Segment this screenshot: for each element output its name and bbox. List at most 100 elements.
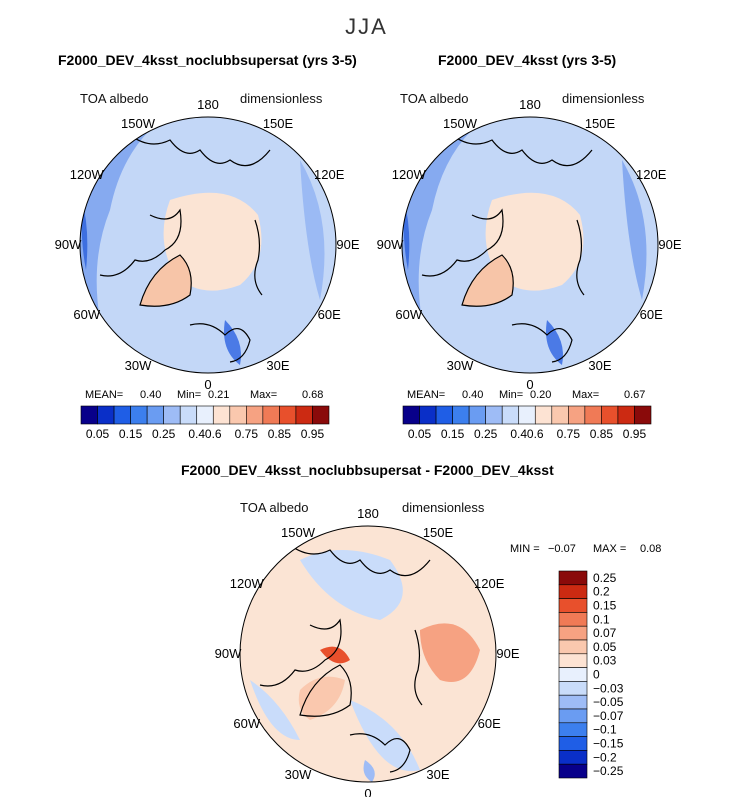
panel2-greenland xyxy=(462,255,514,307)
colorbar-swatch-14 xyxy=(312,405,330,425)
longitude-label-11: 150E xyxy=(585,116,616,131)
panel1-colorbar: 0.05 0.15 0.25 0.4 0.6 0.75 0.85 0.95 xyxy=(80,405,330,441)
panel3-negative-region-north xyxy=(300,550,403,620)
panel1-title: F2000_DEV_4ksst_noclubbsupersat (yrs 3-5… xyxy=(58,52,357,68)
panel3-negative-patch-south xyxy=(363,760,375,782)
panel3-min-value: −0.07 xyxy=(548,543,576,555)
panel1-max-label: Max= xyxy=(250,389,278,401)
colorbar-label-7: 0.95 xyxy=(301,427,325,441)
panel1-coastlines xyxy=(99,134,271,363)
colorbar-label-0: 0.25 xyxy=(593,571,617,585)
colorbar-swatch-9 xyxy=(558,694,588,710)
colorbar-swatch-3 xyxy=(452,405,470,425)
panel2-longitude-labels: 180 150W 120W 90W 60W 30W 0 30E 60E 90E 120E 150E xyxy=(377,97,682,392)
longitude-label-10: 120E xyxy=(636,167,667,182)
colorbar-swatch-1 xyxy=(558,584,588,599)
longitude-label-3: 90W xyxy=(377,237,404,252)
colorbar-swatch-11 xyxy=(558,722,588,737)
panel3-negative-region-south xyxy=(350,700,420,772)
colorbar-swatch-7 xyxy=(196,405,214,425)
longitude-label-4: 60W xyxy=(233,716,260,731)
colorbar-swatch-9 xyxy=(229,405,247,425)
panel2-units: dimensionless xyxy=(562,91,645,106)
colorbar-swatch-13 xyxy=(558,750,588,765)
colorbar-swatch-12 xyxy=(279,405,297,425)
colorbar-label-6: 0.03 xyxy=(593,654,617,668)
colorbar-label-8: −0.03 xyxy=(593,681,624,695)
colorbar-swatch-12 xyxy=(558,736,588,751)
longitude-label-1: 150W xyxy=(281,525,316,540)
panel1-max-value: 0.68 xyxy=(302,389,324,401)
colorbar-label-2: 0.25 xyxy=(474,427,498,441)
panel3-negative-region-west xyxy=(250,680,300,740)
colorbar-swatch-6 xyxy=(179,405,198,425)
colorbar-swatch-14 xyxy=(558,763,588,779)
longitude-label-7: 30E xyxy=(426,767,449,782)
colorbar-label-6: 0.85 xyxy=(268,427,292,441)
panel3-colorbar: 0.250.20.150.10.070.050.030−0.03−0.05−0.… xyxy=(558,570,624,779)
colorbar-swatch-6 xyxy=(501,405,520,425)
colorbar-swatch-8 xyxy=(558,681,588,696)
colorbar-swatch-7 xyxy=(518,405,536,425)
panel2-max-value: 0.67 xyxy=(624,389,646,401)
colorbar-label-7: 0 xyxy=(593,668,600,682)
panel2-min-label: Min= xyxy=(499,389,524,401)
longitude-label-2: 120W xyxy=(392,167,427,182)
longitude-label-5: 30W xyxy=(285,767,312,782)
colorbar-swatch-3 xyxy=(130,405,148,425)
colorbar-label-0: 0.05 xyxy=(408,427,432,441)
colorbar-label-5: 0.75 xyxy=(235,427,259,441)
colorbar-label-10: −0.07 xyxy=(593,709,624,723)
colorbar-swatch-4 xyxy=(558,625,588,641)
colorbar-swatch-12 xyxy=(601,405,619,425)
panel3-background xyxy=(240,526,496,782)
figure-title: JJA xyxy=(345,14,388,39)
colorbar-label-13: −0.2 xyxy=(593,750,617,764)
longitude-label-3: 90W xyxy=(215,646,242,661)
colorbar-swatch-1 xyxy=(419,405,437,425)
panel1-variable: TOA albedo xyxy=(80,91,149,106)
longitude-label-0: 180 xyxy=(357,506,379,521)
colorbar-label-4: 0.07 xyxy=(593,626,617,640)
longitude-label-3: 90W xyxy=(55,237,82,252)
panel3-title: F2000_DEV_4ksst_noclubbsupersat - F2000_… xyxy=(181,462,554,478)
colorbar-swatch-11 xyxy=(262,405,280,425)
colorbar-label-2: 0.25 xyxy=(152,427,176,441)
longitude-label-9: 90E xyxy=(658,237,681,252)
colorbar-swatch-7 xyxy=(558,667,588,682)
longitude-label-6: 0 xyxy=(204,377,211,392)
longitude-label-11: 150E xyxy=(263,116,294,131)
colorbar-label-5: 0.75 xyxy=(557,427,581,441)
colorbar-swatch-8 xyxy=(534,405,553,425)
colorbar-swatch-5 xyxy=(485,405,503,425)
panel1-map xyxy=(79,116,337,374)
panel3-map xyxy=(239,525,497,783)
panel2-low-albedo-east xyxy=(622,160,647,300)
panel2-dark-patch-south xyxy=(546,320,563,365)
longitude-label-6: 0 xyxy=(364,786,371,797)
longitude-label-5: 30W xyxy=(447,358,474,373)
colorbar-swatch-10 xyxy=(568,405,586,425)
colorbar-swatch-0 xyxy=(402,405,420,425)
longitude-label-10: 120E xyxy=(474,576,505,591)
longitude-label-2: 120W xyxy=(230,576,265,591)
panel2-mean-value: 0.40 xyxy=(462,389,484,401)
colorbar-label-2: 0.15 xyxy=(593,599,617,613)
panel1-longitude-labels: 180 150W 120W 90W 60W 30W 0 30E 60E 90E 120E 150E xyxy=(55,97,360,392)
colorbar-label-1: 0.2 xyxy=(593,585,610,599)
colorbar-swatch-5 xyxy=(558,639,588,655)
panel3-max-value: 0.08 xyxy=(640,543,662,555)
colorbar-swatch-5 xyxy=(163,405,181,425)
panel3-greenland-positive xyxy=(298,676,345,720)
colorbar-label-3: 0.1 xyxy=(593,612,610,626)
panel2-colorbar: 0.05 0.15 0.25 0.4 0.6 0.75 0.85 0.95 xyxy=(402,405,652,441)
colorbar-label-11: −0.1 xyxy=(593,723,617,737)
panel2-map xyxy=(401,116,659,374)
longitude-label-6: 0 xyxy=(526,377,533,392)
panel1-min-value: 0.21 xyxy=(208,389,230,401)
colorbar-swatch-10 xyxy=(246,405,264,425)
colorbar-swatch-4 xyxy=(146,405,164,425)
colorbar-swatch-6 xyxy=(558,653,588,668)
panel3-positive-patch-center xyxy=(320,646,350,664)
